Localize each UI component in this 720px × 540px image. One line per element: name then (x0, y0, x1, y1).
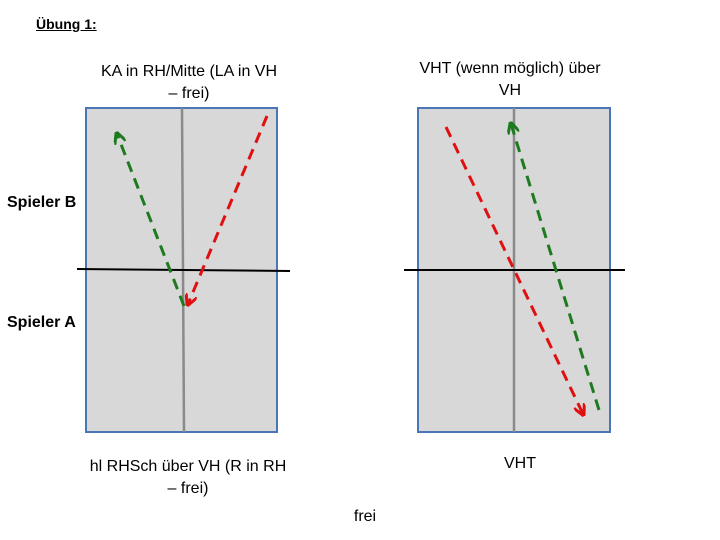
right-table (404, 107, 625, 433)
right-green-arrow (511, 124, 601, 411)
right-caption-top: VHT (wenn möglich) über VH (419, 60, 601, 99)
left-table-net (76, 268, 291, 272)
left-caption-top: KA in RH/Mitte (LA in VH – frei) (100, 63, 278, 102)
player-a-label: Spieler A (7, 314, 76, 331)
left-red-arrow (188, 115, 269, 304)
left-table (76, 107, 291, 433)
left-caption-bottom: hl RHSch über VH (R in RH – frei) (89, 458, 287, 497)
exercise-title: Übung 1: (36, 16, 97, 32)
right-caption-bottom: VHT (504, 455, 536, 472)
player-b-label: Spieler B (7, 194, 77, 211)
footer-text: frei (353, 508, 377, 525)
left-green-arrow (117, 134, 186, 307)
